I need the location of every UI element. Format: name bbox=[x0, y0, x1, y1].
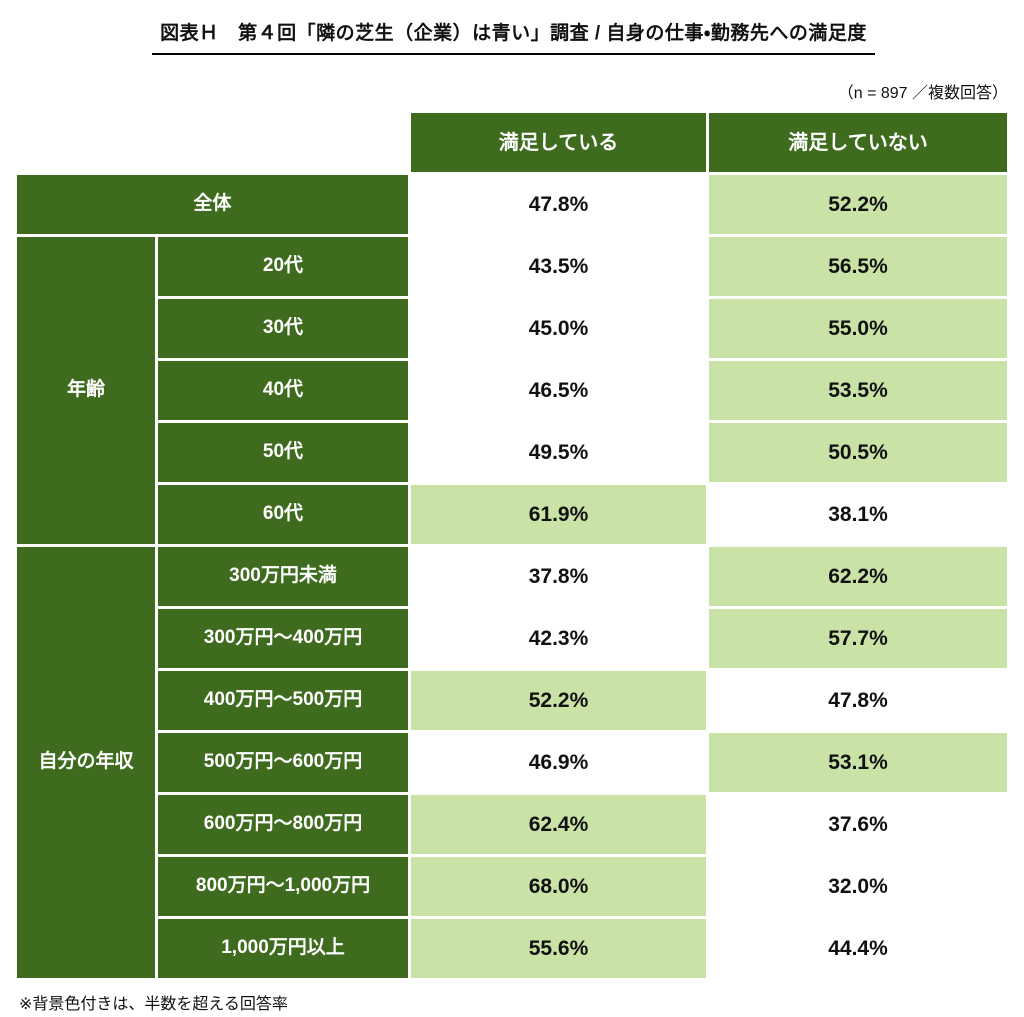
value-income-500-600-satisfied: 46.9% bbox=[411, 733, 706, 792]
column-header-not-satisfied: 満足していない bbox=[709, 113, 1007, 172]
value-age-40s-not-satisfied: 53.5% bbox=[709, 361, 1007, 420]
row-label-overall: 全体 bbox=[17, 175, 408, 234]
value-income-300-400-not-satisfied: 57.7% bbox=[709, 609, 1007, 668]
value-age-60s-not-satisfied: 38.1% bbox=[709, 485, 1007, 544]
value-income-600-800-satisfied: 62.4% bbox=[411, 795, 706, 854]
column-header-satisfied: 満足している bbox=[411, 113, 706, 172]
value-age-30s-satisfied: 45.0% bbox=[411, 299, 706, 358]
row-label-income-under-300: 300万円未満 bbox=[158, 547, 408, 606]
row-label-income-600-800: 600万円～800万円 bbox=[158, 795, 408, 854]
value-income-under-300-not-satisfied: 62.2% bbox=[709, 547, 1007, 606]
value-income-300-400-satisfied: 42.3% bbox=[411, 609, 706, 668]
value-income-400-500-satisfied: 52.2% bbox=[411, 671, 706, 730]
page-title: 図表Ｈ 第４回「隣の芝生（企業）は青い」調査 / 自身の仕事・勤務先への満足度 bbox=[152, 18, 875, 55]
value-income-500-600-not-satisfied: 53.1% bbox=[709, 733, 1007, 792]
group-label-age: 年齢 bbox=[17, 237, 155, 544]
row-label-age-50s: 50代 bbox=[158, 423, 408, 482]
row-label-age-30s: 30代 bbox=[158, 299, 408, 358]
row-label-income-500-600: 500万円～600万円 bbox=[158, 733, 408, 792]
value-income-under-300-satisfied: 37.8% bbox=[411, 547, 706, 606]
row-label-income-800-1000: 800万円～1,000万円 bbox=[158, 857, 408, 916]
row-label-age-60s: 60代 bbox=[158, 485, 408, 544]
value-income-800-1000-not-satisfied: 32.0% bbox=[709, 857, 1007, 916]
value-age-20s-satisfied: 43.5% bbox=[411, 237, 706, 296]
group-label-income: 自分の年収 bbox=[17, 547, 155, 978]
footnote: ※背景色付きは、半数を超える回答率 bbox=[19, 996, 288, 1013]
value-age-40s-satisfied: 46.5% bbox=[411, 361, 706, 420]
value-overall-satisfied: 47.8% bbox=[411, 175, 706, 234]
value-income-400-500-not-satisfied: 47.8% bbox=[709, 671, 1007, 730]
satisfaction-table: 満足している 満足していない 全体 47.8% 52.2% 年齢 20代 43.… bbox=[17, 113, 1010, 978]
value-income-over-1000-not-satisfied: 44.4% bbox=[709, 919, 1007, 978]
value-age-50s-not-satisfied: 50.5% bbox=[709, 423, 1007, 482]
value-age-20s-not-satisfied: 56.5% bbox=[709, 237, 1007, 296]
row-label-income-400-500: 400万円～500万円 bbox=[158, 671, 408, 730]
row-label-income-300-400: 300万円～400万円 bbox=[158, 609, 408, 668]
value-income-800-1000-satisfied: 68.0% bbox=[411, 857, 706, 916]
row-label-income-over-1000: 1,000万円以上 bbox=[158, 919, 408, 978]
value-age-50s-satisfied: 49.5% bbox=[411, 423, 706, 482]
title-wrap: 図表Ｈ 第４回「隣の芝生（企業）は青い」調査 / 自身の仕事・勤務先への満足度 bbox=[17, 18, 1010, 55]
value-income-600-800-not-satisfied: 37.6% bbox=[709, 795, 1007, 854]
row-label-age-20s: 20代 bbox=[158, 237, 408, 296]
sample-size-note: （n = 897 ／複数回答） bbox=[837, 85, 1008, 102]
value-age-60s-satisfied: 61.9% bbox=[411, 485, 706, 544]
value-income-over-1000-satisfied: 55.6% bbox=[411, 919, 706, 978]
row-label-age-40s: 40代 bbox=[158, 361, 408, 420]
value-age-30s-not-satisfied: 55.0% bbox=[709, 299, 1007, 358]
value-overall-not-satisfied: 52.2% bbox=[709, 175, 1007, 234]
